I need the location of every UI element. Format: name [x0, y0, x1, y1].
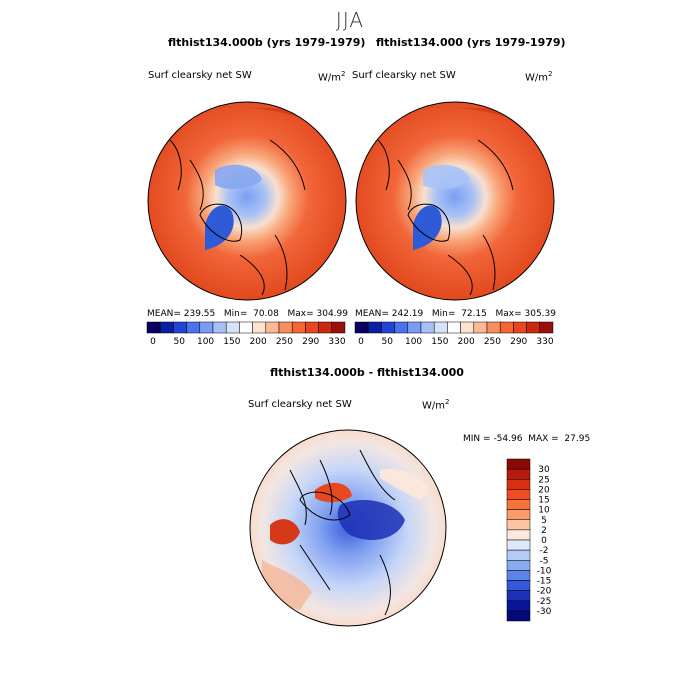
units-label-right: W/m2	[525, 70, 553, 84]
colorbar-tick-label: -10	[537, 566, 552, 576]
colorbar-swatch	[513, 321, 527, 334]
colorbar-tick-label: 5	[541, 516, 547, 526]
colorbar-swatch	[159, 321, 174, 334]
colorbar-top-left: 0 50 100 150 200 250 290 330	[146, 321, 346, 347]
colorbar-swatch	[506, 549, 531, 561]
diff-title: flthist134.000b - flthist134.000	[270, 366, 464, 379]
colorbar-tick-label: 2	[541, 526, 547, 536]
panel-title-right: flthist134.000 (yrs 1979-1979)	[376, 36, 566, 49]
colorbar-swatch	[146, 321, 161, 334]
colorbar-swatch	[506, 529, 531, 541]
colorbar-tick-label: 330	[536, 337, 553, 347]
colorbar-tick-label: 10	[538, 506, 550, 516]
map-diff	[249, 429, 447, 627]
colorbar-swatch	[305, 321, 319, 334]
colorbar-swatch	[381, 321, 395, 334]
colorbar-swatch	[252, 321, 267, 334]
colorbar-swatch	[407, 321, 422, 334]
colorbar-swatch	[394, 321, 409, 334]
colorbar-tick-label: -15	[537, 577, 552, 587]
colorbar-swatch	[173, 321, 187, 334]
colorbar-swatch	[499, 321, 514, 334]
colorbar-swatch	[506, 489, 531, 500]
colorbar-swatch	[367, 321, 382, 334]
colorbar-tick-label: -2	[540, 546, 549, 556]
colorbar-tick-label: 250	[276, 337, 293, 347]
colorbar-top-right: 0 50 100 150 200 250 290 330	[354, 321, 554, 347]
colorbar-swatch	[278, 321, 293, 334]
colorbar-tick-label: 250	[484, 337, 501, 347]
colorbar-tick-label: 50	[174, 337, 186, 347]
colorbar-tick-label: -25	[537, 597, 552, 607]
colorbar-swatch	[433, 321, 448, 334]
variable-label-left: Surf clearsky net SW	[148, 70, 252, 81]
colorbar-tick-label: 0	[150, 337, 156, 347]
colorbar-swatch	[506, 610, 531, 622]
colorbar-tick-label: 25	[538, 475, 549, 485]
colorbar-tick-label: -20	[537, 587, 552, 597]
colorbar-swatch	[506, 468, 531, 480]
colorbar-swatch	[539, 321, 554, 334]
colorbar-tick-label: -30	[537, 607, 552, 617]
panel-title-left: flthist134.000b (yrs 1979-1979)	[168, 36, 366, 49]
variable-label-right: Surf clearsky net SW	[352, 70, 456, 81]
colorbar-swatch	[460, 321, 475, 334]
colorbar-swatch	[506, 600, 531, 612]
colorbar-swatch	[506, 458, 531, 470]
colorbar-swatch	[506, 560, 531, 571]
colorbar-tick-label: 200	[250, 337, 267, 347]
colorbar-swatch	[239, 321, 253, 334]
colorbar-tick-label: 0	[358, 337, 364, 347]
colorbar-tick-label: 150	[431, 337, 448, 347]
colorbar-tick-label: -5	[540, 556, 549, 566]
map-left	[147, 101, 347, 301]
colorbar-tick-label: 15	[538, 496, 549, 506]
colorbar-swatch	[265, 321, 280, 334]
colorbar-swatch	[291, 321, 306, 334]
colorbar-tick-label: 330	[328, 337, 345, 347]
colorbar-swatch	[212, 321, 227, 334]
colorbar-swatch	[526, 321, 541, 334]
colorbar-swatch	[506, 519, 531, 531]
colorbar-tick-label: 290	[510, 337, 527, 347]
map-right	[355, 101, 555, 301]
colorbar-swatch	[506, 499, 531, 510]
colorbar-tick-label: 20	[538, 485, 550, 495]
units-label-left: W/m2	[318, 70, 346, 84]
stats-left: MEAN= 239.55 Min= 70.08 Max= 304.99	[147, 309, 348, 319]
colorbar-tick-label: 290	[302, 337, 319, 347]
colorbar-swatch	[420, 321, 435, 334]
colorbar-swatch	[473, 321, 488, 334]
diff-minmax: MIN = -54.96 MAX = 27.95	[463, 434, 591, 444]
colorbar-swatch	[506, 509, 531, 520]
colorbar-swatch	[354, 321, 369, 334]
stats-right: MEAN= 242.19 Min= 72.15 Max= 305.39	[355, 309, 556, 319]
page-title: JJA	[335, 8, 365, 32]
colorbar-swatch	[506, 570, 531, 581]
colorbar-tick-label: 50	[382, 337, 394, 347]
colorbar-swatch	[331, 321, 346, 334]
colorbar-swatch	[506, 580, 531, 591]
colorbar-swatch	[486, 321, 501, 334]
colorbar-tick-label: 200	[458, 337, 475, 347]
colorbar-swatch	[506, 539, 531, 551]
colorbar-tick-label: 100	[405, 337, 422, 347]
diff-units-label: W/m2	[422, 398, 450, 412]
colorbar-swatch	[318, 321, 333, 334]
colorbar-tick-label: 30	[538, 465, 550, 475]
colorbar-swatch	[186, 321, 201, 334]
colorbar-swatch	[506, 590, 531, 601]
colorbar-swatch	[199, 321, 214, 334]
colorbar-swatch	[225, 321, 240, 334]
diff-variable-label: Surf clearsky net SW	[248, 399, 352, 410]
colorbar-tick-label: 150	[223, 337, 240, 347]
colorbar-tick-label: 100	[197, 337, 214, 347]
colorbar-swatch	[506, 479, 531, 490]
colorbar-swatch	[447, 321, 461, 334]
colorbar-tick-label: 0	[541, 536, 547, 546]
